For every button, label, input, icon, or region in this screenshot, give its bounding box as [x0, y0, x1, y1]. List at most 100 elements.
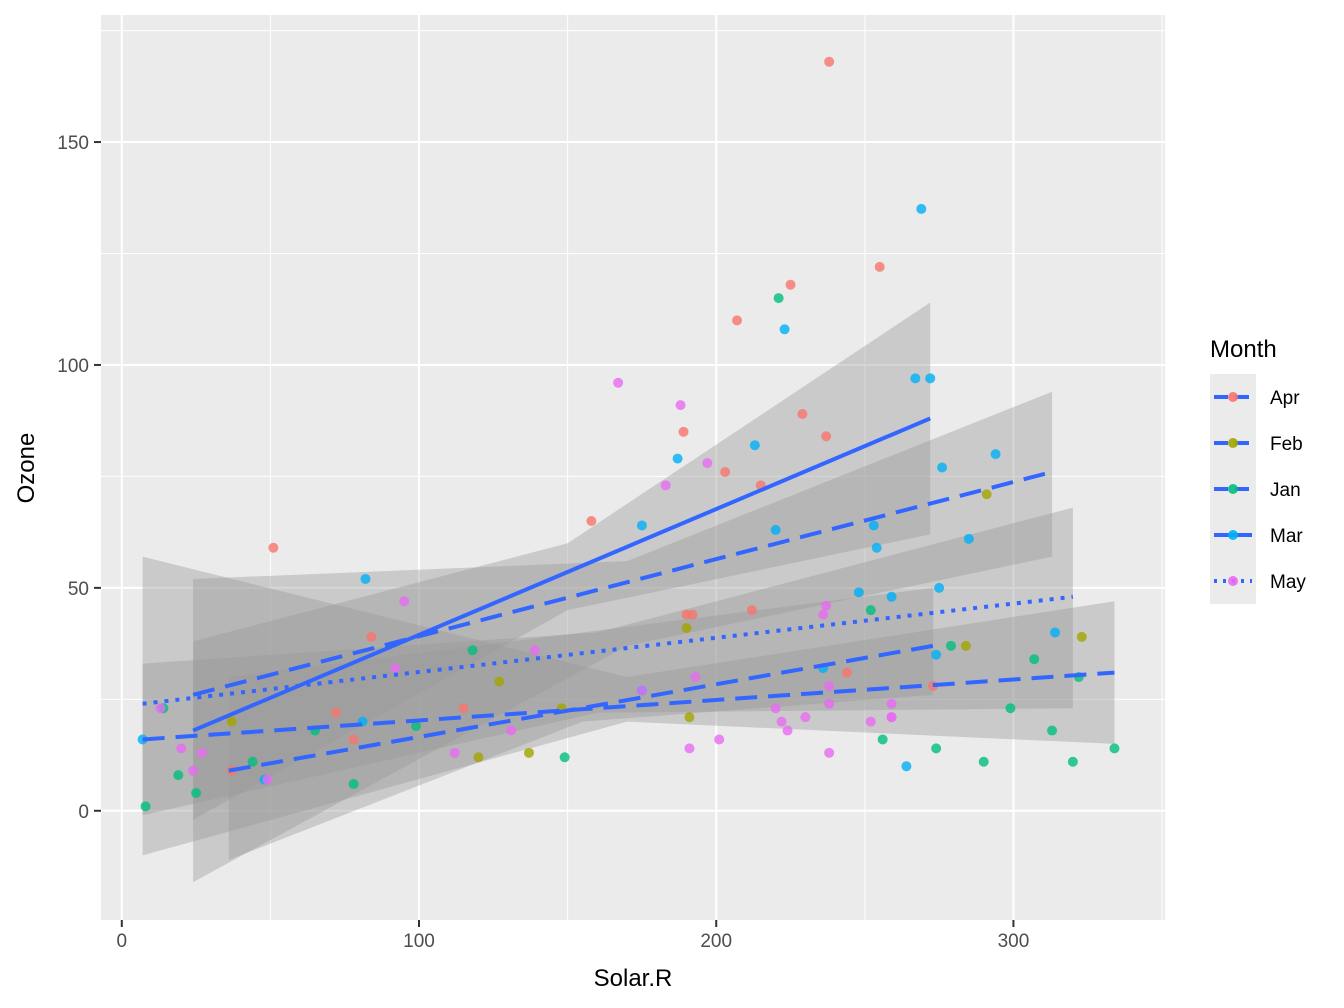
confidence-band-mar	[193, 302, 931, 820]
point-feb	[494, 676, 505, 687]
point-mar	[868, 520, 879, 531]
point-may	[690, 672, 701, 683]
point-may	[824, 680, 835, 691]
x-tick-labels: 0 100 200 300	[117, 931, 1030, 952]
point-apr	[874, 261, 885, 272]
point-may	[824, 698, 835, 709]
point-mar	[925, 373, 936, 384]
legend-swatch-jan	[1228, 484, 1238, 494]
x-axis-title: Solar.R	[594, 965, 673, 992]
point-mar	[910, 373, 921, 384]
point-apr	[687, 609, 698, 620]
point-may	[702, 458, 713, 469]
x-tick-label: 0	[117, 931, 128, 952]
point-mar	[990, 449, 1001, 460]
point-may	[776, 716, 787, 727]
axis-ticks	[94, 141, 1015, 927]
point-may	[824, 747, 835, 758]
point-may	[660, 480, 671, 491]
legend-swatch-apr	[1228, 392, 1238, 402]
point-apr	[821, 431, 832, 442]
point-feb	[681, 622, 692, 633]
legend-label-mar: Mar	[1270, 526, 1303, 547]
point-may	[188, 765, 199, 776]
confidence-band-jan	[142, 556, 1115, 856]
point-may	[449, 747, 460, 758]
fit-lines	[142, 416, 1115, 773]
data-points	[137, 56, 1120, 812]
point-may	[818, 609, 829, 620]
point-jan	[978, 756, 989, 767]
point-jan	[559, 752, 570, 763]
point-may	[886, 712, 897, 723]
x-tick-label: 200	[700, 931, 732, 952]
point-jan	[946, 640, 957, 651]
point-mar	[963, 533, 974, 544]
point-jan	[348, 779, 359, 790]
y-tick-labels: 0 50 100 150	[57, 133, 89, 823]
point-may	[782, 725, 793, 736]
confidence-band-feb	[193, 391, 1053, 883]
point-feb	[226, 716, 237, 727]
point-jan	[1005, 703, 1016, 714]
point-jan	[877, 734, 888, 745]
point-may	[176, 743, 187, 754]
point-jan	[1109, 743, 1120, 754]
point-apr	[678, 426, 689, 437]
legend-swatch-feb	[1228, 438, 1238, 448]
point-jan	[865, 605, 876, 616]
fit-line-mar	[192, 416, 931, 733]
legend-label-jan: Jan	[1270, 480, 1301, 501]
major-gridlines	[101, 15, 1165, 920]
point-feb	[960, 640, 971, 651]
point-apr	[348, 734, 359, 745]
point-feb	[523, 747, 534, 758]
point-apr	[458, 703, 469, 714]
legend-item-may: May	[1214, 572, 1306, 593]
point-mar	[931, 649, 942, 660]
legend-label-feb: Feb	[1270, 434, 1303, 455]
point-mar	[853, 587, 864, 598]
point-may	[529, 645, 540, 656]
x-tick-label: 300	[998, 931, 1030, 952]
point-mar	[937, 462, 948, 473]
point-mar	[886, 591, 897, 602]
legend-swatch-mar	[1228, 530, 1238, 540]
point-jan	[173, 770, 184, 781]
point-feb	[981, 489, 992, 500]
y-axis-title: Ozone	[13, 433, 40, 504]
legend-item-apr: Apr	[1214, 388, 1300, 409]
point-jan	[411, 721, 422, 732]
point-may	[821, 600, 832, 611]
point-apr	[746, 605, 757, 616]
point-may	[714, 734, 725, 745]
point-may	[506, 725, 517, 736]
point-feb	[1076, 631, 1087, 642]
point-apr	[841, 667, 852, 678]
x-tick-label: 100	[403, 931, 435, 952]
legend-item-feb: Feb	[1214, 434, 1303, 455]
y-tick-label: 50	[68, 579, 89, 600]
legend-item-jan: Jan	[1214, 480, 1301, 501]
point-mar	[901, 761, 912, 772]
point-apr	[797, 409, 808, 420]
point-jan	[1067, 756, 1078, 767]
confidence-bands	[142, 302, 1115, 883]
point-mar	[770, 524, 781, 535]
point-may	[636, 685, 647, 696]
point-jan	[140, 801, 151, 812]
point-jan	[1047, 725, 1058, 736]
minor-gridlines	[101, 15, 1165, 920]
point-may	[800, 712, 811, 723]
point-may	[770, 703, 781, 714]
y-tick-label: 150	[57, 133, 89, 154]
point-jan	[247, 756, 258, 767]
point-mar	[871, 542, 882, 553]
point-feb	[684, 712, 695, 723]
point-mar	[1050, 627, 1061, 638]
confidence-band-may	[142, 507, 1073, 816]
point-apr	[785, 279, 796, 290]
point-mar	[934, 582, 945, 593]
point-feb	[473, 752, 484, 763]
